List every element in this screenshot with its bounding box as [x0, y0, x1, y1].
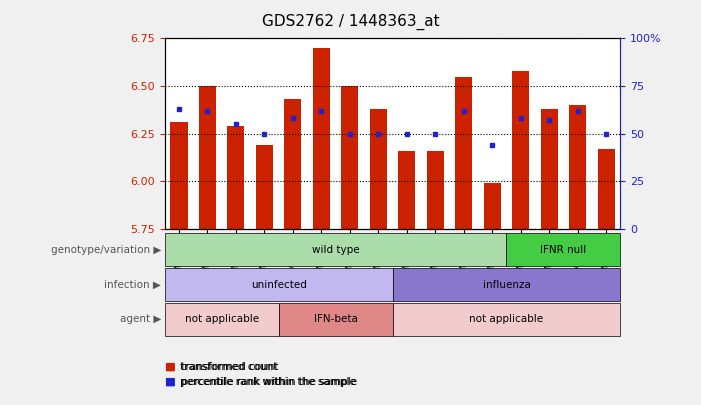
Text: uninfected: uninfected	[251, 279, 306, 290]
Bar	[256, 145, 273, 229]
Bar	[455, 77, 472, 229]
Bar	[165, 268, 393, 301]
Bar	[199, 86, 216, 229]
Text: IFNR null: IFNR null	[540, 245, 587, 255]
Bar	[227, 126, 245, 229]
Text: ■: ■	[165, 377, 175, 386]
Bar	[512, 71, 529, 229]
Text: ■  transformed count: ■ transformed count	[165, 362, 278, 371]
Bar	[506, 233, 620, 266]
Text: influenza: influenza	[482, 279, 531, 290]
Bar	[313, 48, 330, 229]
Bar	[569, 105, 586, 229]
Text: percentile rank within the sample: percentile rank within the sample	[180, 377, 356, 386]
Bar	[341, 86, 358, 229]
Bar	[540, 109, 558, 229]
Bar	[165, 233, 506, 266]
Bar	[427, 151, 444, 229]
Text: transformed count: transformed count	[180, 362, 278, 371]
Text: genotype/variation ▶: genotype/variation ▶	[51, 245, 161, 255]
Text: ■: ■	[165, 362, 175, 371]
Bar	[393, 268, 620, 301]
Text: agent ▶: agent ▶	[120, 314, 161, 324]
Text: IFN-beta: IFN-beta	[313, 314, 358, 324]
Bar	[165, 303, 278, 336]
Bar	[170, 122, 187, 229]
Text: infection ▶: infection ▶	[104, 279, 161, 290]
Bar	[597, 149, 615, 229]
Bar	[370, 109, 387, 229]
Bar	[285, 99, 301, 229]
Text: ■: ■	[165, 377, 175, 386]
Text: not applicable: not applicable	[470, 314, 543, 324]
Bar	[398, 151, 415, 229]
Text: wild type: wild type	[312, 245, 360, 255]
Bar	[393, 303, 620, 336]
Text: ■  percentile rank within the sample: ■ percentile rank within the sample	[165, 377, 357, 386]
Text: GDS2762 / 1448363_at: GDS2762 / 1448363_at	[261, 14, 440, 30]
Text: not applicable: not applicable	[184, 314, 259, 324]
Bar	[278, 303, 393, 336]
Bar	[484, 183, 501, 229]
Text: ■: ■	[165, 362, 175, 371]
